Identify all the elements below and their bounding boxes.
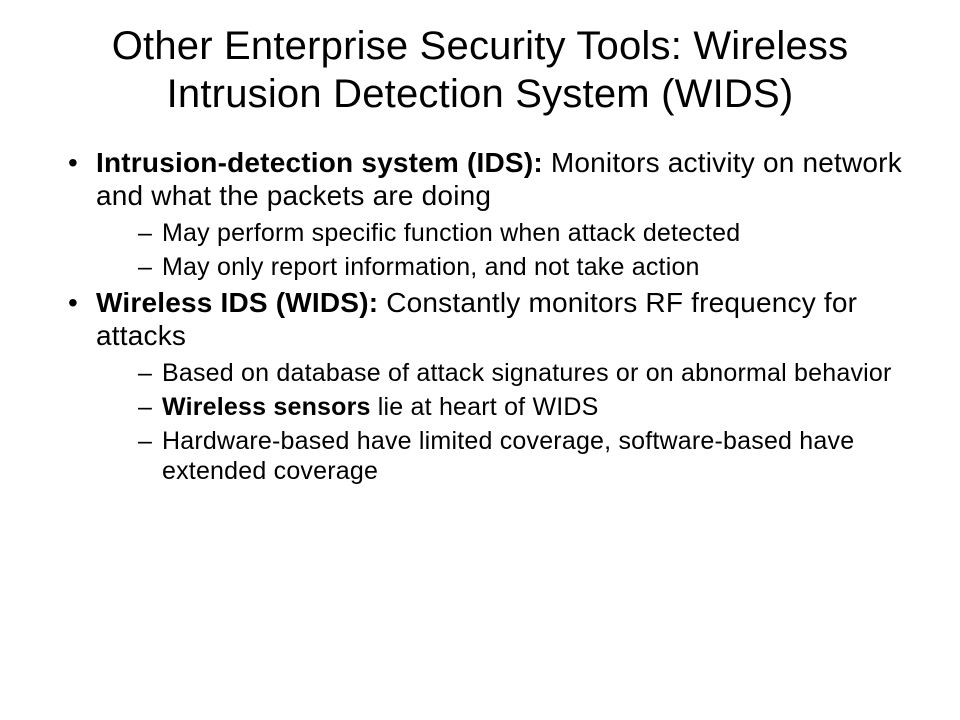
sub-item: Wireless sensors lie at heart of WIDS [138, 392, 920, 422]
sub-list: Based on database of attack signatures o… [96, 358, 920, 486]
sub-item: May perform specific function when attac… [138, 218, 920, 248]
slide-title: Other Enterprise Security Tools: Wireles… [40, 22, 920, 118]
sub-list: May perform specific function when attac… [96, 218, 920, 282]
sub-item: Hardware-based have limited coverage, so… [138, 426, 920, 486]
sub-text-after: lie at heart of WIDS [378, 393, 599, 421]
bullet-lead-bold: Intrusion-detection system (IDS): [96, 147, 551, 178]
bullet-item: Intrusion-detection system (IDS): Monito… [68, 146, 920, 282]
bullet-item: Wireless IDS (WIDS): Constantly monitors… [68, 286, 920, 486]
sub-item: May only report information, and not tak… [138, 252, 920, 282]
sub-bold-prefix: Wireless sensors [162, 393, 378, 421]
sub-item: Based on database of attack signatures o… [138, 358, 920, 388]
bullet-list: Intrusion-detection system (IDS): Monito… [40, 146, 920, 486]
bullet-lead-bold: Wireless IDS (WIDS): [96, 287, 386, 318]
